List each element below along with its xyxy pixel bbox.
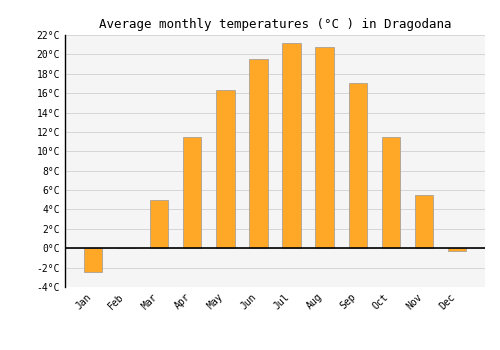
Title: Average monthly temperatures (°C ) in Dragodana: Average monthly temperatures (°C ) in Dr…: [99, 18, 451, 31]
Bar: [316, 47, 334, 248]
Bar: [382, 137, 400, 248]
Bar: [282, 43, 300, 248]
Bar: [84, 248, 102, 272]
Bar: [348, 83, 366, 248]
Bar: [250, 59, 268, 248]
Bar: [184, 137, 202, 248]
Bar: [448, 248, 466, 251]
Bar: [216, 90, 234, 248]
Bar: [414, 195, 433, 248]
Bar: [150, 200, 169, 248]
